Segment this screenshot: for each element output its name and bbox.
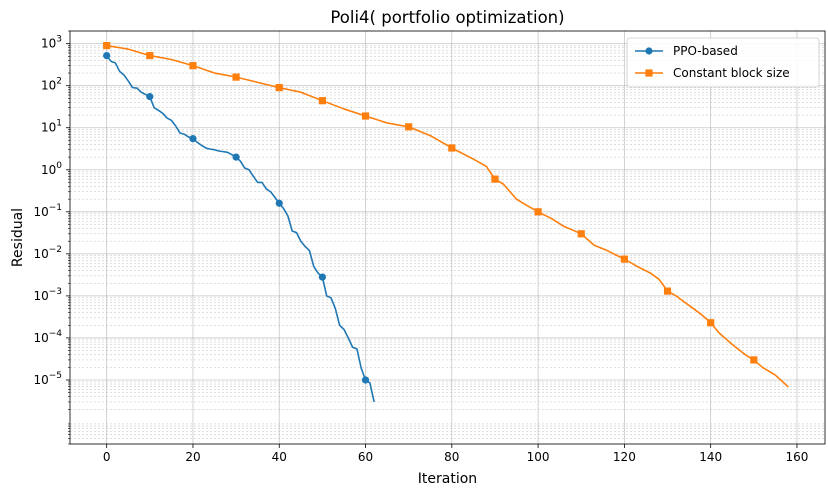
- series-point-2: [275, 84, 283, 92]
- minor-grid: [70, 30, 825, 445]
- series-point-1: [189, 135, 197, 143]
- series-line-1: [106, 55, 375, 403]
- series-point-1: [275, 199, 283, 207]
- x-tick-label: 20: [185, 450, 200, 464]
- series-point-2: [620, 255, 628, 263]
- legend-marker-1: [645, 47, 653, 55]
- x-tick-label: 160: [786, 450, 809, 464]
- y-tick-label: 101: [41, 119, 62, 135]
- series-point-1: [146, 93, 154, 101]
- x-tick-label: 80: [444, 450, 459, 464]
- y-tick-label: 102: [41, 77, 62, 93]
- y-tick-label: 10−2: [33, 245, 62, 261]
- series-point-2: [361, 112, 370, 120]
- series-point-1: [318, 273, 326, 281]
- series-point-2: [189, 62, 197, 70]
- y-tick-label: 103: [41, 35, 62, 51]
- series-line-2: [106, 44, 789, 388]
- series-point-2: [232, 73, 240, 81]
- x-tick-label: 0: [103, 450, 111, 464]
- x-tick-label: 140: [699, 450, 722, 464]
- x-tick-label: 100: [527, 450, 550, 464]
- x-tick-label: 40: [272, 450, 287, 464]
- series-layer: [103, 41, 789, 403]
- x-tick-label: 120: [613, 450, 636, 464]
- x-axis-label: Iteration: [418, 471, 477, 487]
- series-point-2: [534, 208, 542, 216]
- y-axis-label: Residual: [10, 208, 26, 267]
- series-point-2: [318, 97, 326, 105]
- y-tick-label: 100: [41, 161, 62, 177]
- y-tick-label: 10−3: [33, 287, 62, 303]
- series-point-2: [663, 287, 672, 295]
- chart-title: Poli4( portfolio optimization): [330, 8, 564, 27]
- series-point-2: [491, 175, 499, 183]
- series-point-1: [361, 376, 370, 384]
- series-point-2: [448, 144, 456, 152]
- legend-box: [626, 37, 820, 88]
- major-grid: [70, 31, 825, 444]
- x-tick-label: 60: [358, 450, 373, 464]
- series-point-1: [103, 51, 111, 60]
- plot-frame: [69, 30, 826, 445]
- y-tick-label: 10−5: [33, 371, 62, 387]
- y-axis: 103 102 101 100 10−1 10−2 10−3 10−4 10−5: [33, 30, 70, 445]
- x-axis: 0 20 40 60 80 100 120 140 160: [103, 444, 809, 464]
- series-point-1: [232, 153, 240, 161]
- y-tick-label: 10−1: [33, 203, 62, 219]
- legend-marker-2: [645, 69, 653, 77]
- legend-label-2: Constant block size: [673, 66, 790, 80]
- series-point-2: [750, 356, 758, 364]
- series-point-2: [577, 230, 585, 238]
- series-point-2: [707, 319, 715, 327]
- series-point-2: [146, 51, 154, 60]
- series-point-2: [103, 41, 111, 50]
- legend: PPO-based Constant block size: [626, 37, 820, 88]
- series-point-2: [405, 123, 413, 131]
- legend-label-1: PPO-based: [673, 44, 738, 58]
- y-tick-label: 10−4: [33, 329, 62, 345]
